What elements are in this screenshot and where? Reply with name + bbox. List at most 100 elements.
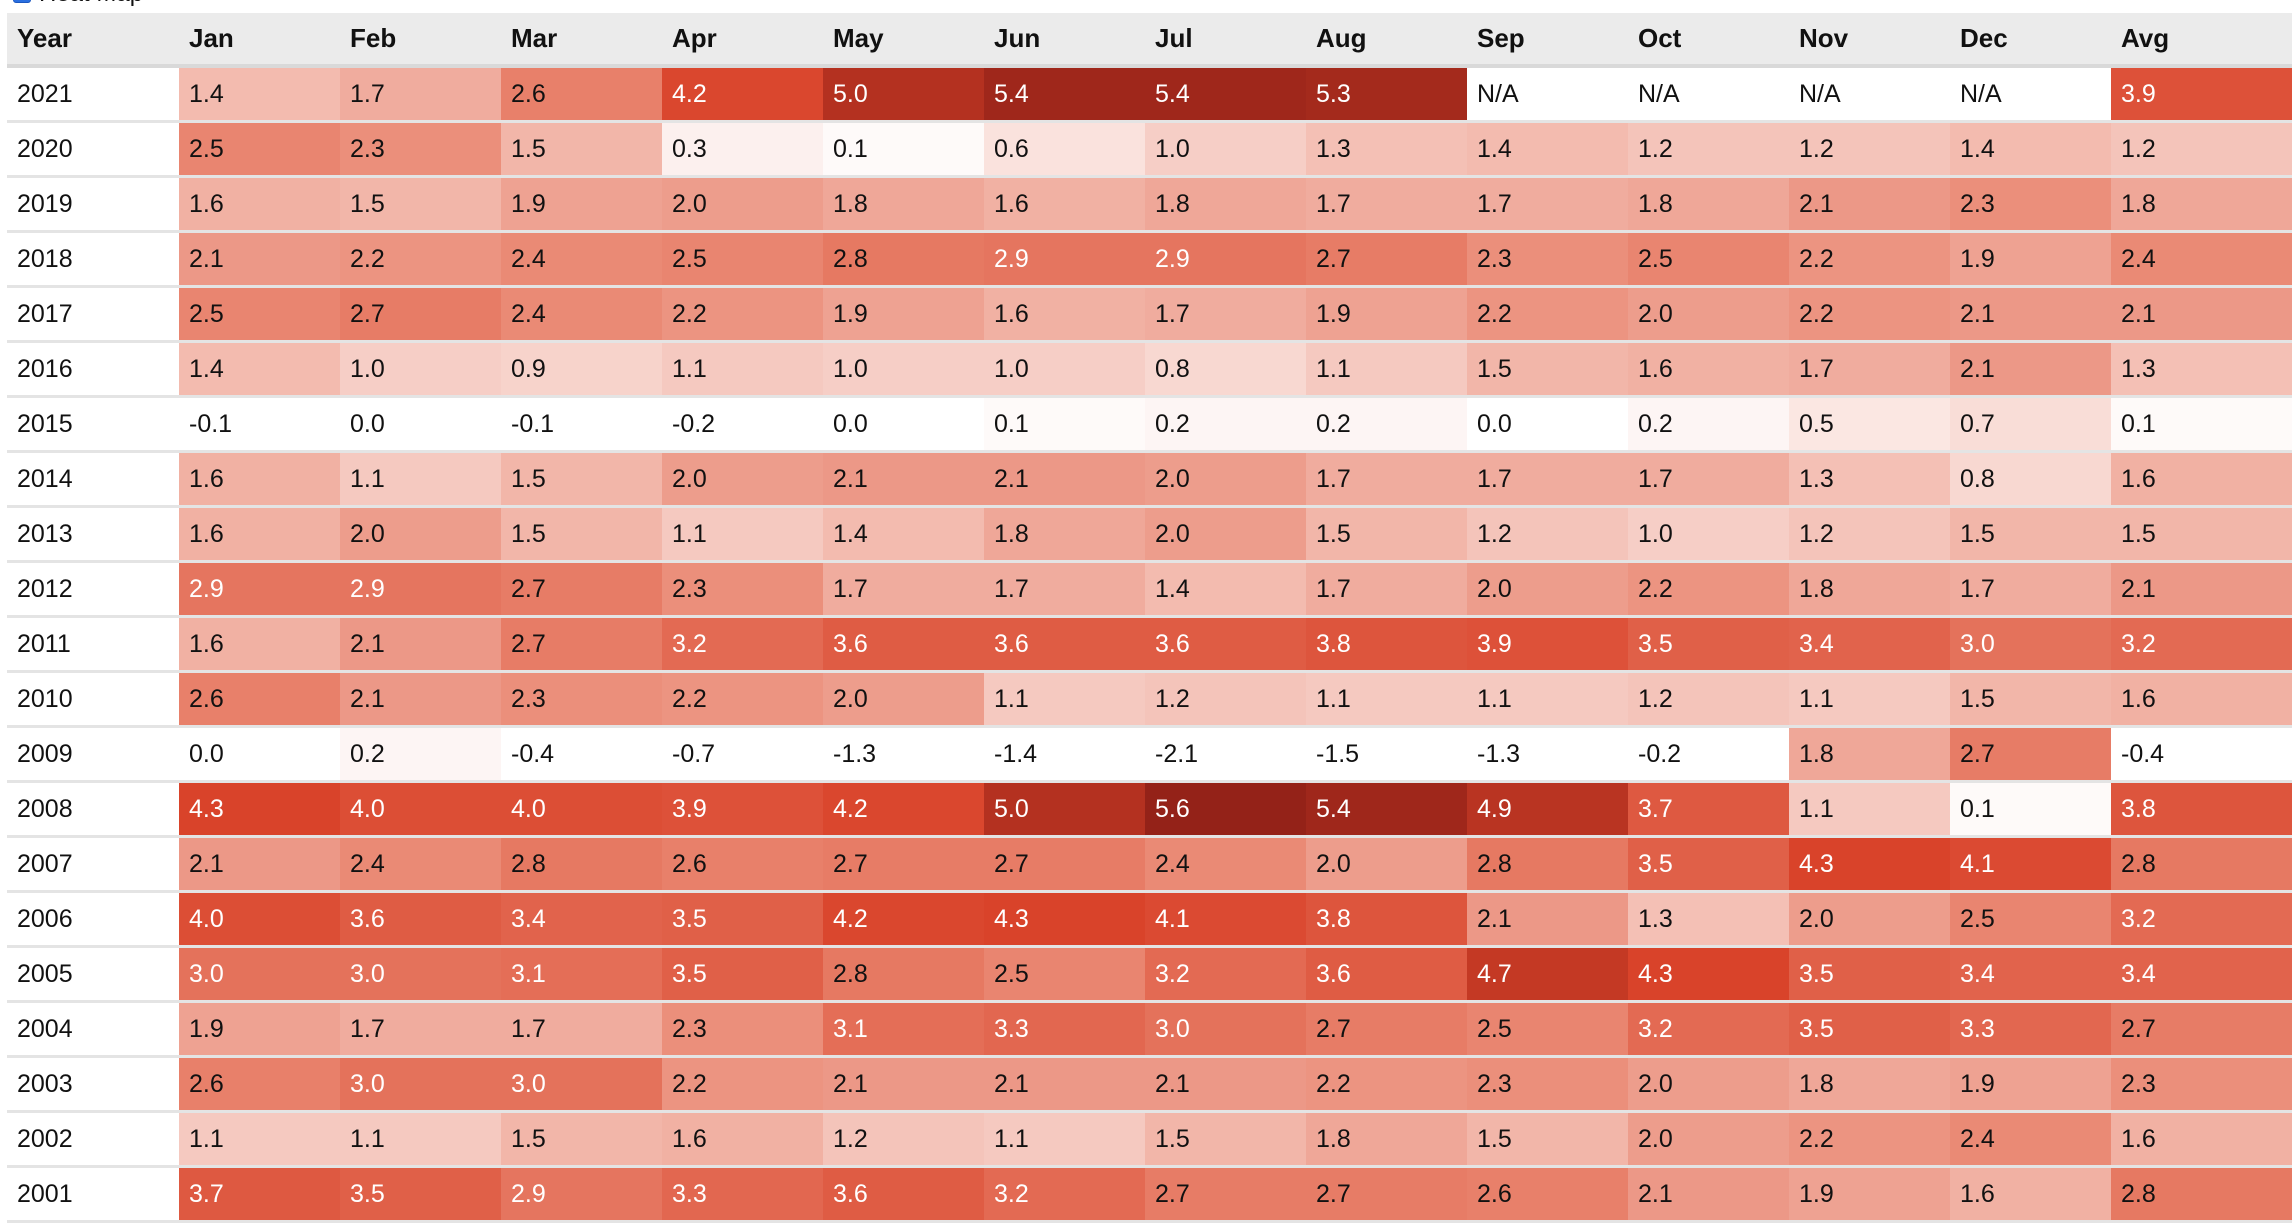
month-value-cell: 1.8	[1789, 563, 1950, 618]
month-value-cell: 2.4	[501, 288, 662, 343]
month-value-cell: 3.9	[1467, 618, 1628, 673]
heat-map-toggle[interactable]: Heat Map	[13, 0, 143, 7]
average-cell: 3.8	[2111, 783, 2292, 838]
table-row: 2017 2.5 2.7 2.4 2.2 1.9 1.6 1.7 1.9 2.2 2.0 2.2 2.1…	[7, 288, 2292, 343]
column-header-dec[interactable]: Dec	[1950, 13, 2111, 68]
average-cell: 2.1	[2111, 563, 2292, 618]
heat-map-checkbox[interactable]	[13, 0, 31, 3]
month-value-cell: 1.7	[501, 1003, 662, 1058]
column-header-aug[interactable]: Aug	[1306, 13, 1467, 68]
month-value-cell: 2.9	[1145, 233, 1306, 288]
average-cell: 3.9	[2111, 68, 2292, 123]
month-value-cell: 3.0	[501, 1058, 662, 1113]
month-value-cell: 2.7	[501, 563, 662, 618]
month-value-cell: 2.0	[662, 453, 823, 508]
month-value-cell: 2.0	[1628, 1058, 1789, 1113]
month-value-cell: 1.4	[1145, 563, 1306, 618]
month-value-cell: 1.4	[179, 343, 340, 398]
month-value-cell: 1.1	[984, 1113, 1145, 1168]
average-cell: 1.3	[2111, 343, 2292, 398]
month-value-cell: 2.2	[1306, 1058, 1467, 1113]
month-value-cell: 2.5	[1628, 233, 1789, 288]
average-cell: 0.1	[2111, 398, 2292, 453]
average-cell: 1.6	[2111, 673, 2292, 728]
month-value-cell: 1.8	[1306, 1113, 1467, 1168]
month-value-cell: 1.0	[340, 343, 501, 398]
month-value-cell: 3.8	[1306, 893, 1467, 948]
month-value-cell: 1.7	[823, 563, 984, 618]
column-header-jun[interactable]: Jun	[984, 13, 1145, 68]
column-header-nov[interactable]: Nov	[1789, 13, 1950, 68]
month-value-cell: 1.0	[984, 343, 1145, 398]
month-value-cell: 2.9	[984, 233, 1145, 288]
month-value-cell: 0.0	[823, 398, 984, 453]
average-cell: 1.8	[2111, 178, 2292, 233]
month-value-cell: N/A	[1789, 68, 1950, 123]
month-value-cell: 3.5	[1789, 1003, 1950, 1058]
average-cell: -0.4	[2111, 728, 2292, 783]
column-header-oct[interactable]: Oct	[1628, 13, 1789, 68]
month-value-cell: 2.3	[340, 123, 501, 178]
month-value-cell: 2.5	[179, 288, 340, 343]
year-cell: 2018	[7, 233, 179, 288]
year-cell: 2017	[7, 288, 179, 343]
column-header-year[interactable]: Year	[7, 13, 179, 68]
month-value-cell: 1.3	[1306, 123, 1467, 178]
average-cell: 3.2	[2111, 618, 2292, 673]
table-row: 2010 2.6 2.1 2.3 2.2 2.0 1.1 1.2 1.1 1.1 1.2 1.1 1.5…	[7, 673, 2292, 728]
month-value-cell: 2.2	[1467, 288, 1628, 343]
month-value-cell: 0.1	[984, 398, 1145, 453]
month-value-cell: 4.3	[1628, 948, 1789, 1003]
average-cell: 3.4	[2111, 948, 2292, 1003]
month-value-cell: 4.1	[1145, 893, 1306, 948]
column-header-mar[interactable]: Mar	[501, 13, 662, 68]
year-cell: 2012	[7, 563, 179, 618]
column-header-feb[interactable]: Feb	[340, 13, 501, 68]
column-header-apr[interactable]: Apr	[662, 13, 823, 68]
month-value-cell: 2.1	[1950, 288, 2111, 343]
month-value-cell: 2.2	[340, 233, 501, 288]
month-value-cell: 5.6	[1145, 783, 1306, 838]
month-value-cell: 1.9	[501, 178, 662, 233]
average-cell: 2.8	[2111, 1168, 2292, 1223]
month-value-cell: 1.6	[662, 1113, 823, 1168]
month-value-cell: 4.2	[662, 68, 823, 123]
table-row: 2021 1.4 1.7 2.6 4.2 5.0 5.4 5.4 5.3 N/A N/A N/A N/A…	[7, 68, 2292, 123]
month-value-cell: 3.5	[1628, 618, 1789, 673]
month-value-cell: 1.6	[1628, 343, 1789, 398]
column-header-jan[interactable]: Jan	[179, 13, 340, 68]
column-header-sep[interactable]: Sep	[1467, 13, 1628, 68]
month-value-cell: 2.0	[1145, 508, 1306, 563]
month-value-cell: 1.6	[179, 453, 340, 508]
month-value-cell: 4.2	[823, 783, 984, 838]
month-value-cell: 3.3	[984, 1003, 1145, 1058]
table-row: 2006 4.0 3.6 3.4 3.5 4.2 4.3 4.1 3.8 2.1 1.3 2.0 2.5…	[7, 893, 2292, 948]
month-value-cell: 1.1	[662, 508, 823, 563]
month-value-cell: 3.2	[1145, 948, 1306, 1003]
month-value-cell: 2.1	[179, 838, 340, 893]
month-value-cell: 1.1	[662, 343, 823, 398]
month-value-cell: 2.1	[823, 453, 984, 508]
table-row: 2005 3.0 3.0 3.1 3.5 2.8 2.5 3.2 3.6 4.7 4.3 3.5 3.4…	[7, 948, 2292, 1003]
year-cell: 2015	[7, 398, 179, 453]
month-value-cell: 1.5	[501, 123, 662, 178]
column-header-may[interactable]: May	[823, 13, 984, 68]
month-value-cell: 1.9	[1789, 1168, 1950, 1223]
month-value-cell: 1.5	[340, 178, 501, 233]
month-value-cell: 1.0	[1628, 508, 1789, 563]
month-value-cell: 1.5	[501, 508, 662, 563]
year-cell: 2010	[7, 673, 179, 728]
month-value-cell: 1.4	[1950, 123, 2111, 178]
table-row: 2013 1.6 2.0 1.5 1.1 1.4 1.8 2.0 1.5 1.2 1.0 1.2 1.5…	[7, 508, 2292, 563]
month-value-cell: 0.2	[1145, 398, 1306, 453]
month-value-cell: 3.6	[1145, 618, 1306, 673]
column-header-avg[interactable]: Avg	[2111, 13, 2292, 68]
month-value-cell: 3.3	[662, 1168, 823, 1223]
month-value-cell: 1.2	[1145, 673, 1306, 728]
average-cell: 1.6	[2111, 1113, 2292, 1168]
table-row: 2008 4.3 4.0 4.0 3.9 4.2 5.0 5.6 5.4 4.9 3.7 1.1 0.1…	[7, 783, 2292, 838]
month-value-cell: 4.3	[984, 893, 1145, 948]
column-header-jul[interactable]: Jul	[1145, 13, 1306, 68]
year-cell: 2013	[7, 508, 179, 563]
month-value-cell: -0.2	[662, 398, 823, 453]
